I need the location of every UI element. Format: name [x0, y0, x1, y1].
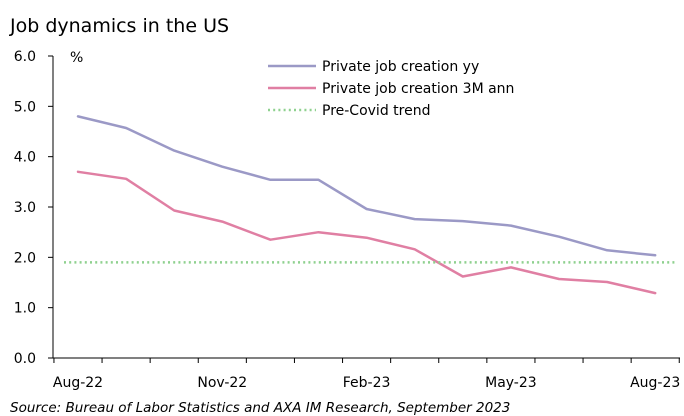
y-tick-label: 0.0 — [14, 351, 36, 367]
series-line-1 — [76, 115, 657, 257]
legend-label-3: Pre-Covid trend — [322, 103, 430, 119]
legend: Private job creation yy Private job creat… — [268, 59, 514, 119]
x-tick-label: May-23 — [485, 375, 537, 391]
axes: 0.0 1.0 2.0 3.0 4.0 5.0 6.0 Aug-22 Nov-22 Feb-23 M… — [14, 49, 681, 391]
x-tick-label: Feb-23 — [343, 375, 391, 391]
chart-title: Job dynamics in the US — [9, 15, 229, 37]
y-tick-label: 6.0 — [14, 49, 36, 65]
y-unit-label: % — [70, 50, 83, 66]
series-line-2 — [76, 170, 657, 295]
x-tick-label: Aug-23 — [630, 375, 680, 391]
x-tick-label: Aug-22 — [53, 375, 103, 391]
y-tick-label: 1.0 — [14, 301, 36, 317]
y-tick-label: 2.0 — [14, 250, 36, 266]
x-tick-label: Nov-22 — [197, 375, 247, 391]
y-tick-label: 5.0 — [14, 99, 36, 115]
legend-label-1: Private job creation yy — [322, 59, 479, 75]
y-tick-label: 3.0 — [14, 200, 36, 216]
legend-label-2: Private job creation 3M ann — [322, 81, 514, 97]
series-layer — [64, 115, 676, 295]
source-note: Source: Bureau of Labor Statistics and A… — [10, 400, 510, 416]
y-tick-label: 4.0 — [14, 150, 36, 166]
